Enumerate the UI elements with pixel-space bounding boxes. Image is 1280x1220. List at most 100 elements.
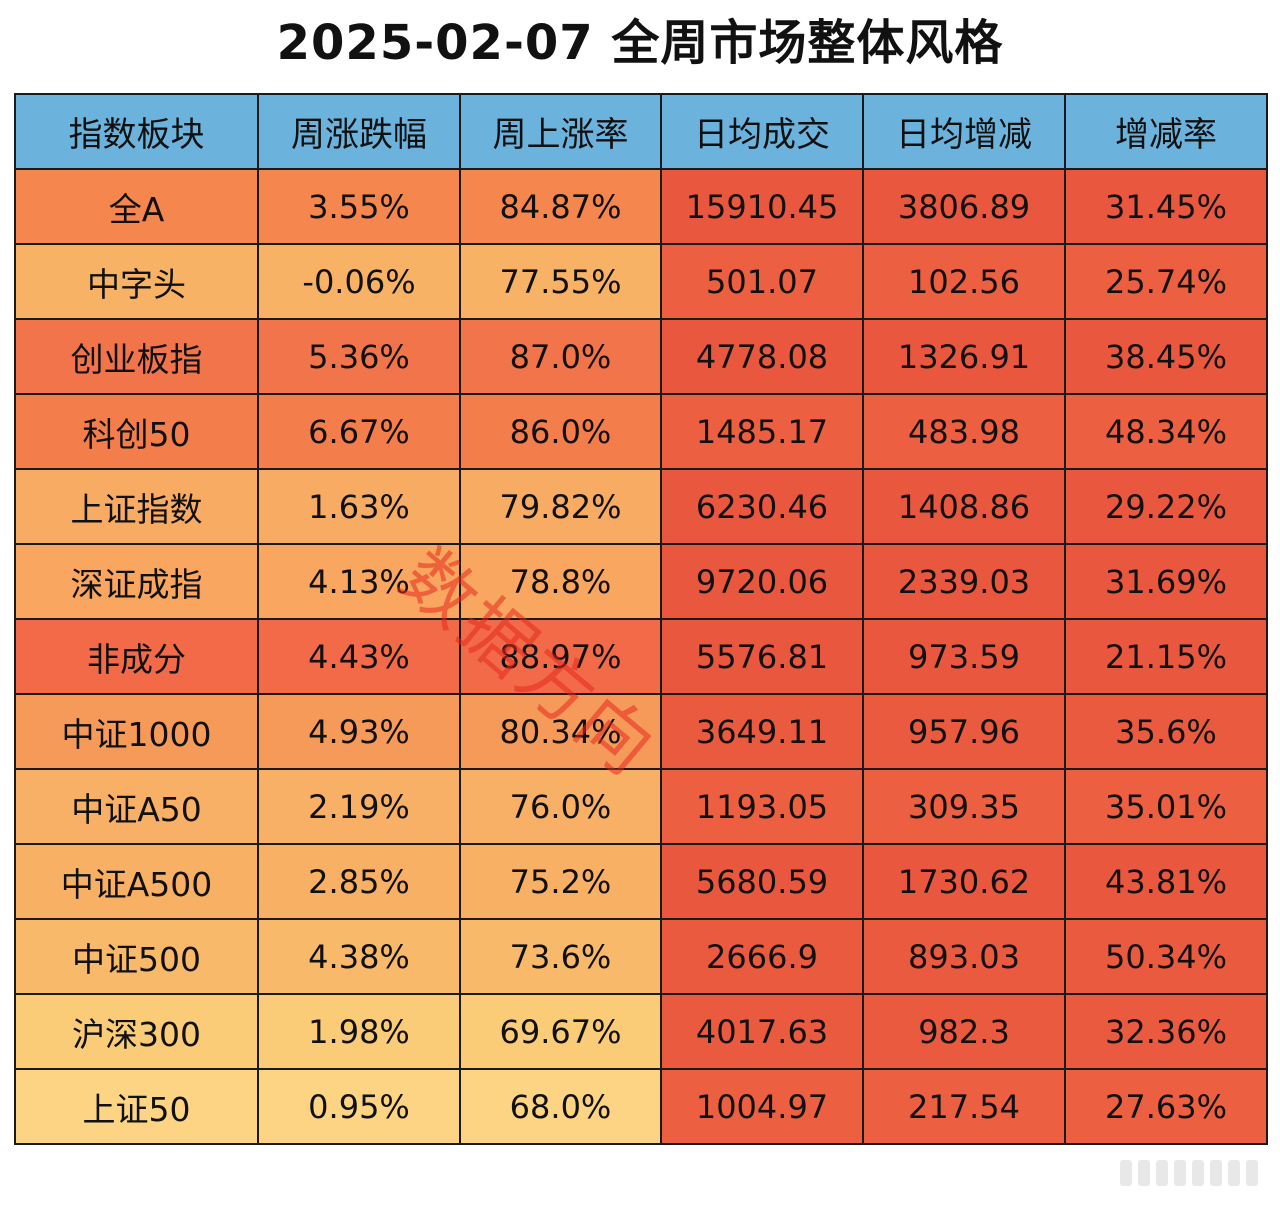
value-cell: 21.15% (1064, 618, 1268, 695)
index-name-cell: 中证500 (14, 918, 259, 995)
index-name-cell: 创业板指 (14, 318, 259, 395)
header-row: 指数板块 周涨跌幅 周上涨率 日均成交 日均增减 增减率 (14, 93, 1268, 170)
index-name-cell: 上证50 (14, 1068, 259, 1145)
value-cell: 4.13% (257, 543, 461, 620)
value-cell: 1326.91 (862, 318, 1066, 395)
value-cell: 2339.03 (862, 543, 1066, 620)
value-cell: 48.34% (1064, 393, 1268, 470)
value-cell: 5680.59 (660, 843, 864, 920)
value-cell: 5.36% (257, 318, 461, 395)
index-name-cell: 非成分 (14, 618, 259, 695)
table-row: 全A 3.55% 84.87% 15910.45 3806.89 31.45% (14, 168, 1268, 245)
header-cell: 日均成交 (660, 93, 864, 170)
value-cell: 38.45% (1064, 318, 1268, 395)
value-cell: 2.85% (257, 843, 461, 920)
value-cell: 1485.17 (660, 393, 864, 470)
table-row: 非成分 4.43% 88.97% 5576.81 973.59 21.15% (14, 618, 1268, 695)
value-cell: 982.3 (862, 993, 1066, 1070)
value-cell: 2666.9 (660, 918, 864, 995)
value-cell: 80.34% (459, 693, 662, 770)
table-row: 中字头 -0.06% 77.55% 501.07 102.56 25.74% (14, 243, 1268, 320)
value-cell: 102.56 (862, 243, 1066, 320)
value-cell: 31.45% (1064, 168, 1268, 245)
value-cell: 4.93% (257, 693, 461, 770)
header-cell: 增减率 (1064, 93, 1268, 170)
table-row: 上证50 0.95% 68.0% 1004.97 217.54 27.63% (14, 1068, 1268, 1145)
table-row: 沪深300 1.98% 69.67% 4017.63 982.3 32.36% (14, 993, 1268, 1070)
header-cell: 周上涨率 (459, 93, 662, 170)
value-cell: 31.69% (1064, 543, 1268, 620)
table-row: 创业板指 5.36% 87.0% 4778.08 1326.91 38.45% (14, 318, 1268, 395)
table-row: 深证成指 4.13% 78.8% 9720.06 2339.03 31.69% (14, 543, 1268, 620)
value-cell: -0.06% (257, 243, 461, 320)
value-cell: 68.0% (459, 1068, 662, 1145)
value-cell: 79.82% (459, 468, 662, 545)
value-cell: 35.6% (1064, 693, 1268, 770)
logo-icon (1120, 1160, 1258, 1186)
value-cell: 217.54 (862, 1068, 1066, 1145)
value-cell: 87.0% (459, 318, 662, 395)
value-cell: 29.22% (1064, 468, 1268, 545)
value-cell: 73.6% (459, 918, 662, 995)
index-name-cell: 上证指数 (14, 468, 259, 545)
index-name-cell: 科创50 (14, 393, 259, 470)
value-cell: 483.98 (862, 393, 1066, 470)
value-cell: 77.55% (459, 243, 662, 320)
table-body: 全A 3.55% 84.87% 15910.45 3806.89 31.45% 中字头 -0.… (14, 168, 1268, 1145)
value-cell: 86.0% (459, 393, 662, 470)
table-row: 中证A50 2.19% 76.0% 1193.05 309.35 35.01% (14, 768, 1268, 845)
value-cell: 9720.06 (660, 543, 864, 620)
value-cell: 3649.11 (660, 693, 864, 770)
value-cell: 43.81% (1064, 843, 1268, 920)
header-cell: 指数板块 (14, 93, 259, 170)
value-cell: 75.2% (459, 843, 662, 920)
index-name-cell: 中证A500 (14, 843, 259, 920)
value-cell: 88.97% (459, 618, 662, 695)
value-cell: 1004.97 (660, 1068, 864, 1145)
index-name-cell: 深证成指 (14, 543, 259, 620)
value-cell: 25.74% (1064, 243, 1268, 320)
header-cell: 周涨跌幅 (257, 93, 461, 170)
index-name-cell: 中字头 (14, 243, 259, 320)
index-name-cell: 中证A50 (14, 768, 259, 845)
value-cell: 5576.81 (660, 618, 864, 695)
value-cell: 15910.45 (660, 168, 864, 245)
value-cell: 4.38% (257, 918, 461, 995)
value-cell: 4778.08 (660, 318, 864, 395)
value-cell: 6.67% (257, 393, 461, 470)
value-cell: 309.35 (862, 768, 1066, 845)
value-cell: 3.55% (257, 168, 461, 245)
value-cell: 1408.86 (862, 468, 1066, 545)
index-name-cell: 全A (14, 168, 259, 245)
table-row: 上证指数 1.63% 79.82% 6230.46 1408.86 29.22% (14, 468, 1268, 545)
value-cell: 1193.05 (660, 768, 864, 845)
value-cell: 4.43% (257, 618, 461, 695)
index-name-cell: 中证1000 (14, 693, 259, 770)
value-cell: 4017.63 (660, 993, 864, 1070)
value-cell: 1730.62 (862, 843, 1066, 920)
value-cell: 50.34% (1064, 918, 1268, 995)
header-cell: 日均增减 (862, 93, 1066, 170)
value-cell: 32.36% (1064, 993, 1268, 1070)
value-cell: 957.96 (862, 693, 1066, 770)
value-cell: 6230.46 (660, 468, 864, 545)
value-cell: 3806.89 (862, 168, 1066, 245)
value-cell: 2.19% (257, 768, 461, 845)
table-row: 中证1000 4.93% 80.34% 3649.11 957.96 35.6% (14, 693, 1268, 770)
value-cell: 0.95% (257, 1068, 461, 1145)
chart-title: 2025-02-07 全周市场整体风格 (276, 15, 1004, 71)
value-cell: 84.87% (459, 168, 662, 245)
market-style-table: 指数板块 周涨跌幅 周上涨率 日均成交 日均增减 增减率 全A 3.55% 84.8… (14, 93, 1268, 1145)
value-cell: 69.67% (459, 993, 662, 1070)
value-cell: 76.0% (459, 768, 662, 845)
value-cell: 27.63% (1064, 1068, 1268, 1145)
value-cell: 893.03 (862, 918, 1066, 995)
value-cell: 1.63% (257, 468, 461, 545)
value-cell: 78.8% (459, 543, 662, 620)
table-row: 中证A500 2.85% 75.2% 5680.59 1730.62 43.81% (14, 843, 1268, 920)
index-name-cell: 沪深300 (14, 993, 259, 1070)
value-cell: 973.59 (862, 618, 1066, 695)
table-row: 中证500 4.38% 73.6% 2666.9 893.03 50.34% (14, 918, 1268, 995)
value-cell: 501.07 (660, 243, 864, 320)
table-row: 科创50 6.67% 86.0% 1485.17 483.98 48.34% (14, 393, 1268, 470)
